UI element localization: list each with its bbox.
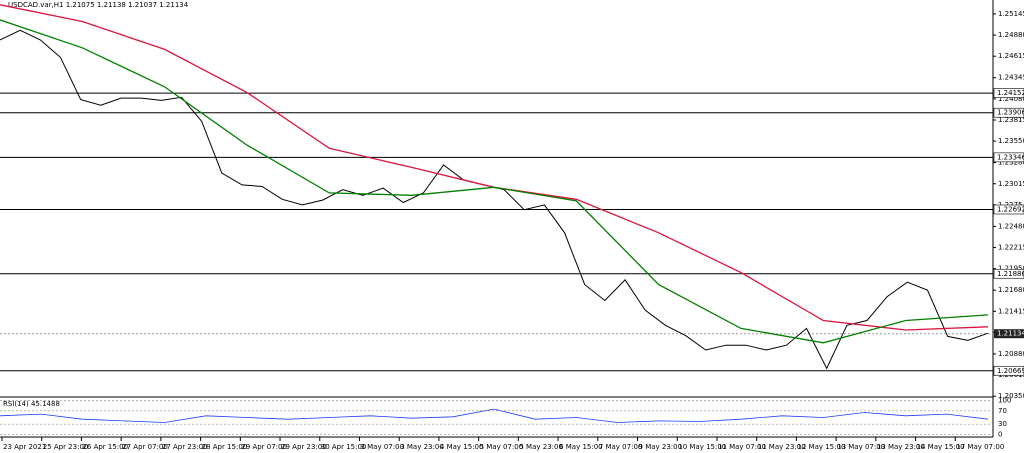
x-tick-label: 11 May 07:00 xyxy=(718,443,766,451)
rsi-tick-label: 30 xyxy=(998,420,1007,428)
rsi-tick-label: 0 xyxy=(998,430,1002,438)
price-line xyxy=(0,19,989,344)
y-tick-label: 1.24880 xyxy=(998,31,1024,39)
y-tick-label: 1.22215 xyxy=(998,244,1024,252)
level-box xyxy=(993,268,1024,279)
current-price-label: 1.21134 xyxy=(997,330,1024,338)
x-tick-label: 30 Apr 15:00 xyxy=(321,443,367,451)
x-tick-label: 3 May 23:00 xyxy=(400,443,444,451)
x-tick-label: 29 Apr 23:00 xyxy=(281,443,327,451)
level-label: 1.23346 xyxy=(997,153,1024,161)
level-label: 1.24152 xyxy=(997,89,1024,97)
level-box xyxy=(993,107,1024,118)
x-tick-label: 5 May 07:00 xyxy=(480,443,524,451)
level-label: 1.20669 xyxy=(997,367,1024,375)
y-tick-label: 1.23815 xyxy=(998,116,1024,124)
level-label: 1.23906 xyxy=(997,109,1024,117)
x-tick-label: 27 Apr 07:00 xyxy=(122,443,168,451)
y-tick-label: 1.20350 xyxy=(998,392,1024,400)
x-tick-label: 25 Apr 23:00 xyxy=(43,443,89,451)
x-tick-label: 13 May 23:00 xyxy=(877,443,925,451)
x-tick-label: 28 Apr 15:00 xyxy=(202,443,248,451)
level-box xyxy=(993,365,1024,376)
y-tick-label: 1.24080 xyxy=(998,95,1024,103)
level-box xyxy=(993,204,1024,215)
level-label: 1.22692 xyxy=(997,206,1024,214)
y-tick-label: 1.25145 xyxy=(998,10,1024,18)
x-tick-label: 9 May 23:00 xyxy=(639,443,683,451)
level-box xyxy=(993,152,1024,163)
x-tick-label: 23 Apr 2021 xyxy=(3,443,46,451)
x-tick-label: 29 Apr 07:00 xyxy=(241,443,287,451)
x-tick-label: 5 May 23:00 xyxy=(519,443,563,451)
x-tick-label: 11 May 23:00 xyxy=(758,443,806,451)
current-price-box xyxy=(994,329,1024,339)
y-tick-label: 1.23280 xyxy=(998,159,1024,167)
x-tick-label: 27 Apr 23:00 xyxy=(162,443,208,451)
x-tick-label: 26 Apr 15:00 xyxy=(82,443,128,451)
level-label: 1.21886 xyxy=(997,270,1024,278)
x-tick-label: 14 May 15:00 xyxy=(917,443,965,451)
y-tick-label: 1.21415 xyxy=(998,307,1024,315)
chart-title: USDCAD.var,H1 1.21075 1.21138 1.21037 1.… xyxy=(8,1,189,9)
y-tick-label: 1.23550 xyxy=(998,137,1024,145)
rsi-label: RSI(14) 45.1488 xyxy=(3,400,60,408)
x-tick-label: 4 May 15:00 xyxy=(440,443,484,451)
x-tick-label: 13 May 07:00 xyxy=(837,443,885,451)
x-tick-label: 12 May 15:00 xyxy=(797,443,845,451)
level-box xyxy=(993,88,1024,98)
rsi-line xyxy=(0,408,989,423)
x-tick-label: 7 May 07:00 xyxy=(599,443,643,451)
y-tick-label: 1.21680 xyxy=(998,286,1024,294)
y-tick-label: 1.20880 xyxy=(998,350,1024,358)
y-tick-label: 1.24615 xyxy=(998,52,1024,60)
rsi-tick-label: 70 xyxy=(998,407,1007,415)
y-tick-label: 1.24345 xyxy=(998,74,1024,82)
y-tick-label: 1.22480 xyxy=(998,222,1024,230)
x-tick-label: 6 May 15:00 xyxy=(559,443,603,451)
y-tick-label: 1.23015 xyxy=(998,180,1024,188)
x-tick-label: 10 May 15:00 xyxy=(678,443,726,451)
rsi-tick-label: 100 xyxy=(998,397,1011,405)
x-tick-label: 17 May 07:00 xyxy=(956,443,1004,451)
x-tick-label: 3 May 07:00 xyxy=(360,443,404,451)
y-tick-label: 1.21950 xyxy=(998,265,1024,273)
